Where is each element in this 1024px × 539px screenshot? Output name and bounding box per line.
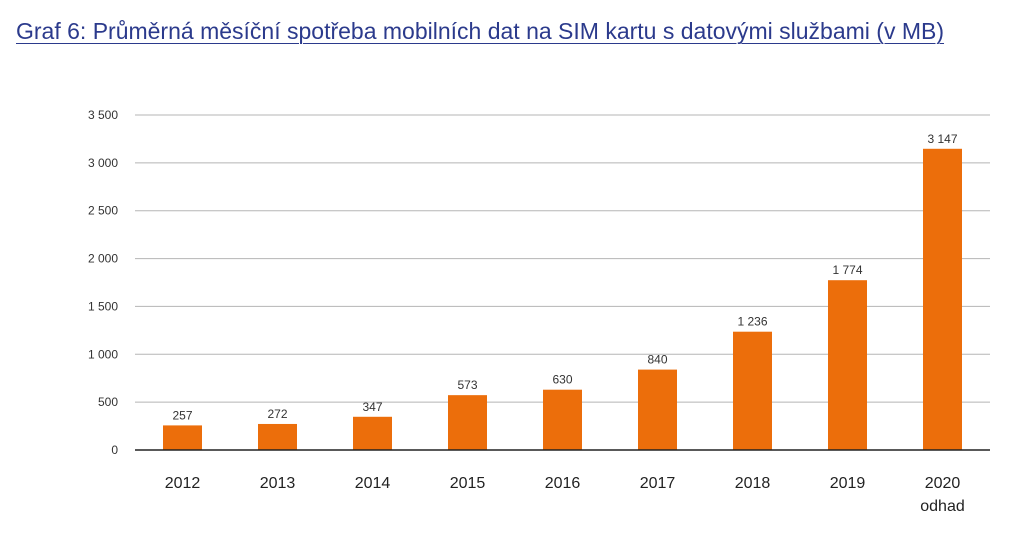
bar xyxy=(448,395,487,450)
bar xyxy=(923,148,962,450)
y-tick-label: 500 xyxy=(98,395,118,409)
x-tick-label: 2015 xyxy=(450,475,486,492)
data-label: 630 xyxy=(552,373,572,387)
bar xyxy=(163,425,202,450)
bar xyxy=(543,389,582,450)
bar xyxy=(353,416,392,450)
data-label: 257 xyxy=(172,408,192,422)
y-tick-label: 2 500 xyxy=(88,204,118,218)
bar xyxy=(258,423,297,450)
x-tick-label: 2017 xyxy=(640,475,676,492)
x-tick-label: 2013 xyxy=(260,475,296,492)
data-label: 3 147 xyxy=(927,132,957,146)
data-label: 272 xyxy=(267,407,287,421)
x-tick-label: 2020 xyxy=(925,475,961,492)
y-tick-label: 1 000 xyxy=(88,347,118,361)
y-tick-label: 3 500 xyxy=(88,108,118,122)
data-label: 1 774 xyxy=(832,263,862,277)
x-tick-label: 2014 xyxy=(355,475,391,492)
bar xyxy=(733,331,772,450)
data-label: 347 xyxy=(362,400,382,414)
x-tick-label: 2018 xyxy=(735,475,771,492)
data-label: 1 236 xyxy=(737,315,767,329)
bar xyxy=(828,280,867,450)
bar xyxy=(638,369,677,450)
y-tick-label: 3 000 xyxy=(88,156,118,170)
y-tick-label: 1 500 xyxy=(88,299,118,313)
x-tick-label: 2016 xyxy=(545,475,581,492)
data-label: 573 xyxy=(457,378,477,392)
x-tick-label: 2012 xyxy=(165,475,201,492)
data-label: 840 xyxy=(647,353,667,367)
y-tick-label: 2 000 xyxy=(88,252,118,266)
chart-title: Graf 6: Průměrná měsíční spotřeba mobiln… xyxy=(16,18,945,44)
x-tick-sublabel: odhad xyxy=(920,498,965,515)
x-tick-label: 2019 xyxy=(830,475,866,492)
y-tick-label: 0 xyxy=(111,443,118,457)
